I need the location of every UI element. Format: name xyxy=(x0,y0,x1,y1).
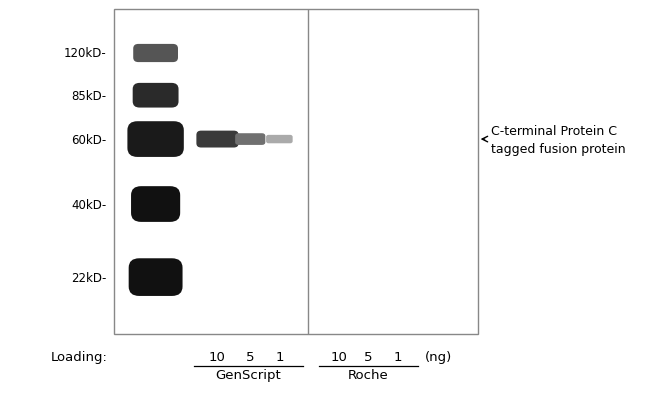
FancyBboxPatch shape xyxy=(196,131,239,148)
Text: 10: 10 xyxy=(331,350,348,363)
FancyBboxPatch shape xyxy=(127,122,184,158)
Text: C-terminal Protein C
tagged fusion protein: C-terminal Protein C tagged fusion prote… xyxy=(491,124,625,155)
FancyBboxPatch shape xyxy=(235,134,265,145)
Text: 85kD-: 85kD- xyxy=(72,90,107,102)
FancyBboxPatch shape xyxy=(131,187,180,222)
FancyBboxPatch shape xyxy=(266,136,292,144)
Text: 5: 5 xyxy=(364,350,373,363)
Text: 22kD-: 22kD- xyxy=(71,271,107,284)
Text: 5: 5 xyxy=(246,350,255,363)
Text: (ng): (ng) xyxy=(425,350,452,363)
Text: GenScript: GenScript xyxy=(216,368,281,381)
Text: 120kD-: 120kD- xyxy=(64,47,107,60)
FancyBboxPatch shape xyxy=(133,84,179,108)
Text: Loading:: Loading: xyxy=(50,350,107,363)
Text: Roche: Roche xyxy=(348,368,389,381)
FancyBboxPatch shape xyxy=(133,45,178,63)
Text: 40kD-: 40kD- xyxy=(72,198,107,211)
Text: 1: 1 xyxy=(393,350,402,363)
Text: 1: 1 xyxy=(275,350,283,363)
Text: 10: 10 xyxy=(209,350,226,363)
FancyBboxPatch shape xyxy=(129,259,183,296)
Text: 60kD-: 60kD- xyxy=(72,133,107,146)
